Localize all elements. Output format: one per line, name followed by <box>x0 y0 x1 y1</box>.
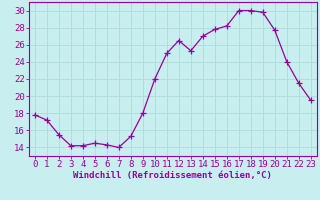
X-axis label: Windchill (Refroidissement éolien,°C): Windchill (Refroidissement éolien,°C) <box>73 171 272 180</box>
